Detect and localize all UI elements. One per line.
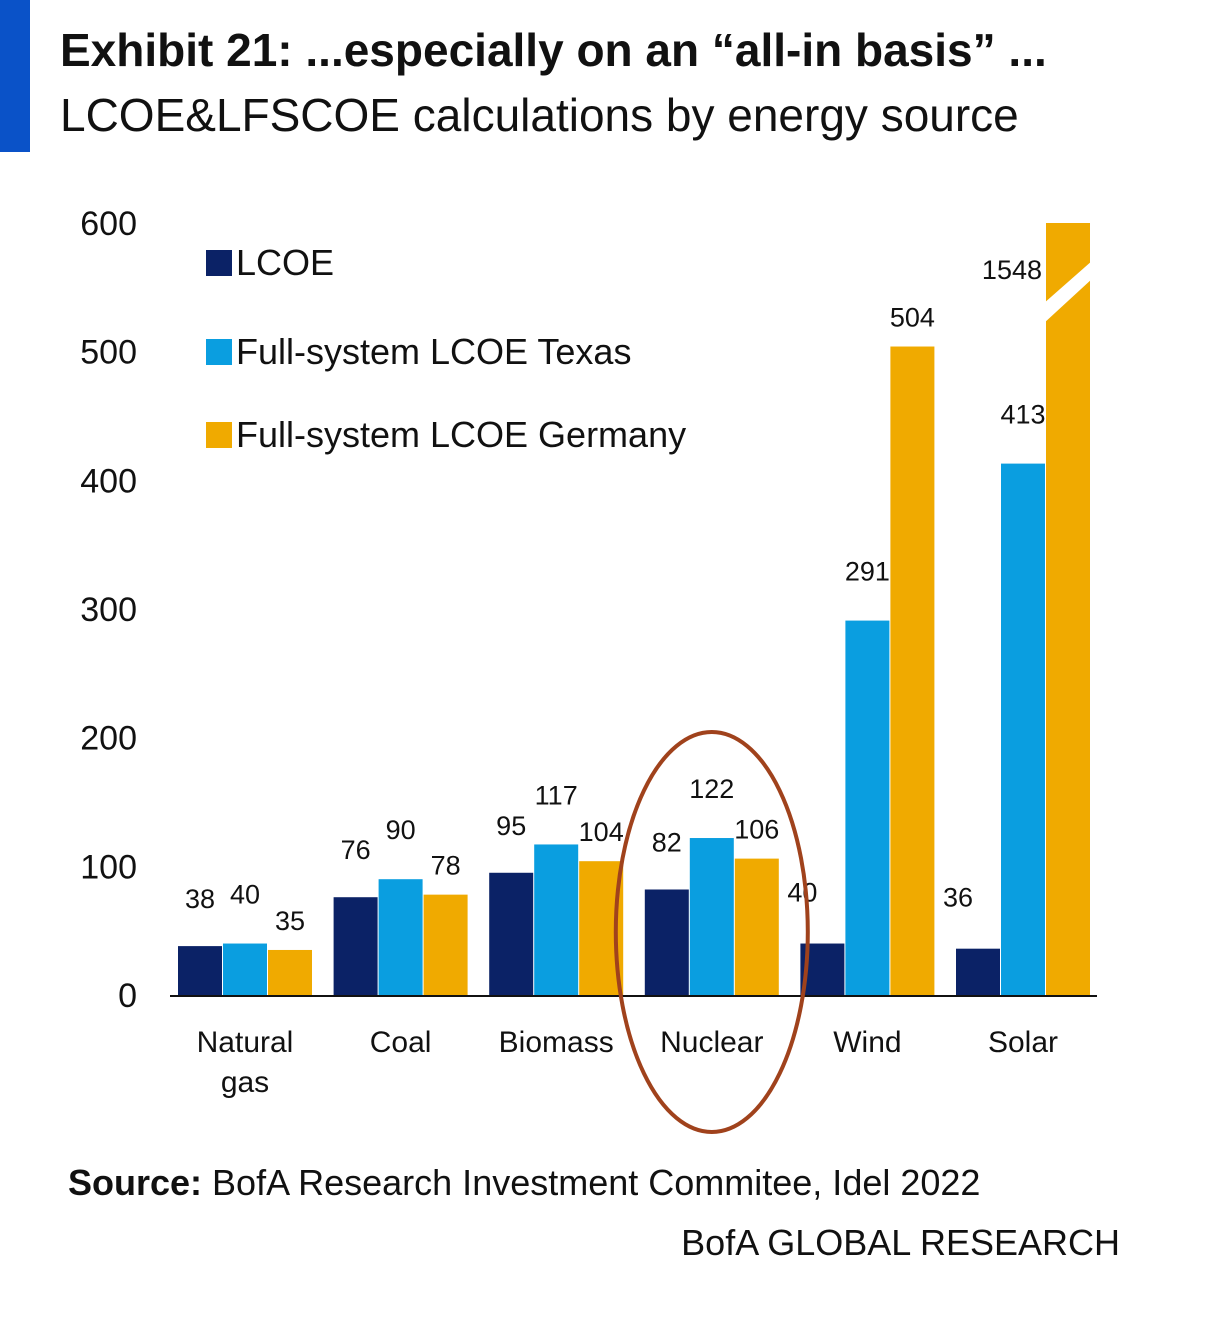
data-label: 413 [1000, 400, 1045, 430]
data-label: 1548 [982, 255, 1042, 285]
y-tick-label: 100 [80, 848, 137, 886]
y-tick-label: 600 [80, 205, 137, 243]
highlight-ellipse [613, 730, 810, 1134]
data-label: 35 [275, 906, 305, 936]
y-tick-label: 500 [80, 334, 137, 372]
data-label: 40 [230, 880, 260, 910]
data-label: 504 [890, 303, 935, 333]
bar-biomass-full-system-lcoe-texas [534, 844, 579, 995]
y-tick-label: 0 [118, 977, 137, 1015]
bar-natural-gas-full-system-lcoe-texas [223, 943, 267, 995]
source-text: BofA Research Investment Commitee, Idel … [202, 1162, 981, 1203]
data-label: 90 [386, 815, 416, 845]
category-label: Solar [988, 1026, 1058, 1059]
bar-natural-gas-lcoe [178, 946, 222, 995]
y-tick-label: 400 [80, 462, 137, 500]
bar-wind-full-system-lcoe-germany [890, 346, 935, 995]
data-label: 104 [579, 817, 624, 847]
legend-swatch-full-system-lcoe-texas [206, 339, 232, 365]
data-label: 95 [496, 811, 526, 841]
bar-solar-lcoe [956, 948, 1000, 995]
data-label: 40 [787, 878, 817, 908]
source-note: Source: BofA Research Investment Commite… [68, 1162, 980, 1204]
bar-natural-gas-full-system-lcoe-germany [268, 949, 312, 995]
legend-label: Full-system LCOE Texas [236, 331, 631, 372]
data-label: 106 [734, 815, 779, 845]
bar-coal-lcoe [333, 897, 378, 995]
data-label: 76 [341, 835, 371, 865]
category-label: Coal [370, 1026, 432, 1059]
brand-label: BofA GLOBAL RESEARCH [681, 1222, 1120, 1263]
data-label: 78 [431, 851, 461, 881]
bar-nuclear-lcoe [644, 889, 689, 995]
y-tick-label: 200 [80, 720, 137, 758]
bar-solar-full-system-lcoe-germany [1046, 223, 1090, 995]
category-label: Nuclear [660, 1026, 763, 1059]
legend-label: Full-system LCOE Germany [236, 414, 686, 455]
data-label: 122 [689, 774, 734, 804]
chart-title: Exhibit 21: ...especially on an “all-in … [60, 24, 1047, 76]
bar-coal-full-system-lcoe-texas [378, 879, 423, 995]
bar-nuclear-full-system-lcoe-texas [689, 838, 734, 995]
data-label: 117 [535, 780, 578, 810]
source-label: Source: [68, 1162, 203, 1203]
category-label: Wind [833, 1026, 901, 1059]
axis-break-mark [1043, 260, 1093, 324]
category-label: Biomass [499, 1026, 614, 1059]
data-label: 82 [652, 827, 682, 857]
bar-wind-full-system-lcoe-texas [845, 620, 890, 995]
chart-subtitle: LCOE&LFSCOE calculations by energy sourc… [60, 89, 1019, 141]
legend-swatch-full-system-lcoe-germany [206, 422, 232, 448]
bar-coal-full-system-lcoe-germany [423, 894, 468, 995]
bar-nuclear-full-system-lcoe-germany [734, 858, 779, 995]
legend-label: LCOE [236, 242, 334, 283]
data-label: 36 [943, 883, 973, 913]
y-tick-label: 300 [80, 591, 137, 629]
bar-solar-full-system-lcoe-texas [1001, 463, 1045, 995]
data-label: 38 [185, 884, 215, 914]
legend-swatch-lcoe [206, 250, 232, 276]
category-label: Natural gas [197, 1026, 294, 1099]
accent-bar [0, 0, 30, 152]
bar-biomass-lcoe [489, 872, 534, 995]
data-label: 291 [845, 557, 890, 587]
